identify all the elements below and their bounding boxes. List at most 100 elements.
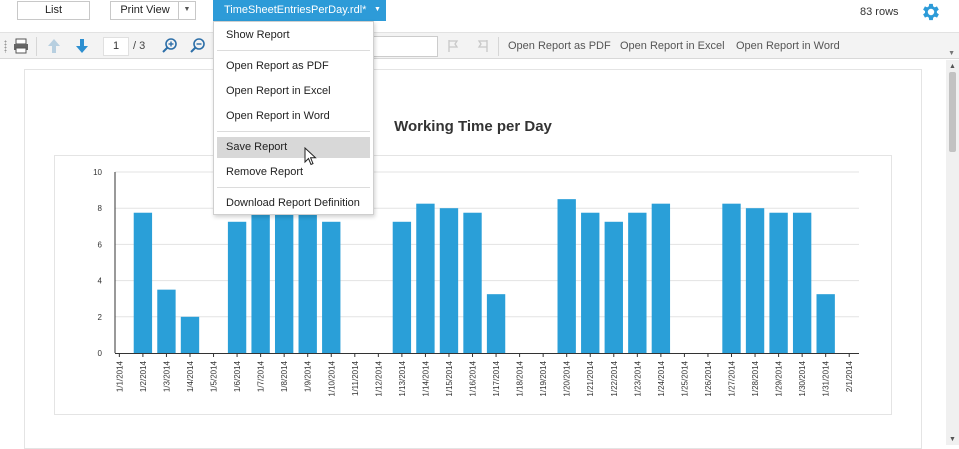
chart-bar <box>157 289 176 353</box>
x-tick-label: 1/8/2014 <box>280 360 289 392</box>
chart-bar <box>227 221 247 353</box>
y-tick-label: 0 <box>98 349 103 358</box>
x-tick-label: 1/6/2014 <box>233 360 242 392</box>
y-tick-label: 10 <box>93 168 102 177</box>
x-tick-label: 1/2/2014 <box>139 360 148 392</box>
chart-bar <box>392 221 412 353</box>
open-excel-link[interactable]: Open Report in Excel <box>620 40 725 52</box>
chart-bar <box>769 212 788 353</box>
scroll-down-arrow-icon[interactable]: ▼ <box>949 436 956 443</box>
menu-item-save-report[interactable]: Save Report <box>217 137 370 158</box>
toolbar-overflow-icon[interactable]: ▼ <box>948 50 955 57</box>
chart-bar <box>792 212 812 353</box>
x-tick-label: 1/17/2014 <box>492 360 501 396</box>
current-page-input[interactable]: 1 <box>103 37 129 56</box>
x-tick-label: 1/16/2014 <box>469 360 478 396</box>
x-tick-label: 1/31/2014 <box>822 360 831 396</box>
menu-separator <box>217 50 370 51</box>
x-tick-label: 1/24/2014 <box>657 360 666 396</box>
chart-bar <box>557 199 576 353</box>
top-bar: List Print View ▼ TimeSheetEntriesPerDay… <box>0 0 959 28</box>
row-count: 83 rows <box>860 6 899 18</box>
x-tick-label: 1/13/2014 <box>398 360 407 396</box>
menu-item-remove-report[interactable]: Remove Report <box>226 166 304 178</box>
x-tick-label: 1/11/2014 <box>351 360 360 396</box>
open-pdf-link[interactable]: Open Report as PDF <box>508 40 611 52</box>
report-toolbar: 1 / 3 Open Report as PDF Open Report in … <box>0 32 959 59</box>
scroll-up-arrow-icon[interactable]: ▲ <box>949 63 956 70</box>
y-tick-label: 4 <box>98 277 103 286</box>
next-page-arrow-icon[interactable] <box>73 37 91 55</box>
menu-item-open-pdf[interactable]: Open Report as PDF <box>226 60 329 72</box>
x-tick-label: 1/18/2014 <box>516 360 525 396</box>
zoom-out-icon[interactable] <box>189 37 207 55</box>
x-tick-label: 1/12/2014 <box>374 360 383 396</box>
print-icon[interactable] <box>12 37 30 55</box>
chart-bar <box>651 203 671 353</box>
x-tick-label: 1/4/2014 <box>186 360 195 392</box>
chart-frame <box>54 155 892 415</box>
chart-bar <box>604 221 623 353</box>
x-tick-label: 1/1/2014 <box>115 360 124 392</box>
toolbar-grip-icon[interactable] <box>4 40 7 53</box>
report-name-label: TimeSheetEntriesPerDay.rdl* <box>224 4 367 16</box>
print-view-button[interactable]: Print View ▼ <box>110 1 196 20</box>
x-tick-label: 1/15/2014 <box>445 360 454 396</box>
previous-page-arrow-icon[interactable] <box>45 37 63 55</box>
menu-item-show-report[interactable]: Show Report <box>226 29 290 41</box>
chart-bar <box>439 208 459 353</box>
menu-item-open-word[interactable]: Open Report in Word <box>226 110 330 122</box>
menu-separator <box>217 131 370 132</box>
x-tick-label: 1/28/2014 <box>751 360 760 396</box>
menu-item-open-excel[interactable]: Open Report in Excel <box>226 85 331 97</box>
chart-bar <box>628 212 647 353</box>
menu-separator <box>217 187 370 188</box>
x-tick-label: 1/3/2014 <box>162 360 171 392</box>
mouse-pointer-icon <box>304 147 317 166</box>
find-icon[interactable] <box>446 37 464 55</box>
x-tick-label: 1/10/2014 <box>327 360 336 396</box>
page-total: / 3 <box>133 40 146 52</box>
vertical-scrollbar[interactable]: ▲ ▼ <box>946 60 959 445</box>
print-view-dropdown-arrow-icon[interactable]: ▼ <box>178 2 195 19</box>
x-tick-label: 1/30/2014 <box>798 360 807 396</box>
chart-bar <box>133 212 153 353</box>
report-dropdown-button[interactable]: TimeSheetEntriesPerDay.rdl* ▼ <box>213 0 386 21</box>
x-tick-label: 1/29/2014 <box>775 360 784 396</box>
zoom-in-icon[interactable] <box>161 37 179 55</box>
chart-bar <box>486 294 506 353</box>
x-tick-label: 1/26/2014 <box>704 360 713 396</box>
toolbar-separator <box>36 37 37 56</box>
x-tick-label: 1/23/2014 <box>633 360 642 396</box>
chart-bar <box>251 212 270 353</box>
x-tick-label: 1/20/2014 <box>563 360 572 396</box>
menu-item-download-definition[interactable]: Download Report Definition <box>226 197 360 209</box>
x-tick-label: 1/5/2014 <box>210 360 219 392</box>
chart-bar <box>298 212 317 353</box>
y-tick-label: 6 <box>98 240 103 249</box>
report-title: Working Time per Day <box>394 118 552 135</box>
chart-bar <box>581 212 600 353</box>
y-tick-label: 8 <box>98 204 103 213</box>
open-word-link[interactable]: Open Report in Word <box>736 40 840 52</box>
gear-icon[interactable] <box>920 1 942 23</box>
chart-bar <box>745 208 765 353</box>
scrollbar-thumb[interactable] <box>949 72 956 152</box>
x-tick-label: 1/19/2014 <box>539 360 548 396</box>
find-text-input[interactable] <box>372 36 438 57</box>
x-tick-label: 1/25/2014 <box>680 360 689 396</box>
x-tick-label: 1/9/2014 <box>304 360 313 392</box>
chart-bar <box>416 203 435 353</box>
chart-bar <box>816 294 835 353</box>
x-tick-label: 1/22/2014 <box>610 360 619 396</box>
x-tick-label: 1/14/2014 <box>421 360 430 396</box>
find-next-icon[interactable] <box>472 37 490 55</box>
toolbar-separator <box>498 37 499 56</box>
chart-bar <box>274 212 294 353</box>
x-tick-label: 1/21/2014 <box>586 360 595 396</box>
list-view-button[interactable]: List <box>17 1 90 20</box>
report-dropdown-arrow-icon[interactable]: ▼ <box>374 6 381 13</box>
x-tick-label: 1/7/2014 <box>257 360 266 392</box>
chart-bar <box>463 212 482 353</box>
y-tick-label: 2 <box>98 313 103 322</box>
